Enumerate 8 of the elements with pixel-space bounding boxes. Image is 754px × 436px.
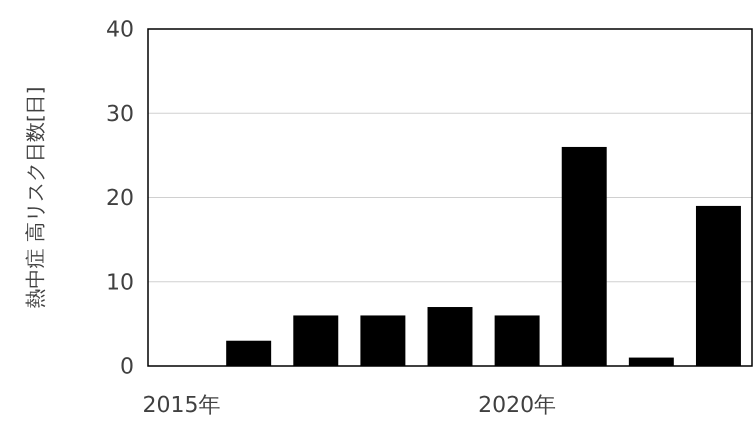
y-axis-title: 熱中症 高リスク日数[日] [23, 86, 47, 308]
y-tick-label: 40 [106, 18, 134, 43]
x-tick-label: 2015年 [142, 393, 221, 418]
y-tick-label: 10 [106, 270, 134, 296]
y-tick-label: 0 [120, 354, 134, 380]
x-tick-label: 2020年 [478, 393, 556, 418]
y-tick-label: 30 [106, 102, 134, 127]
y-tick-label: 20 [106, 186, 134, 212]
